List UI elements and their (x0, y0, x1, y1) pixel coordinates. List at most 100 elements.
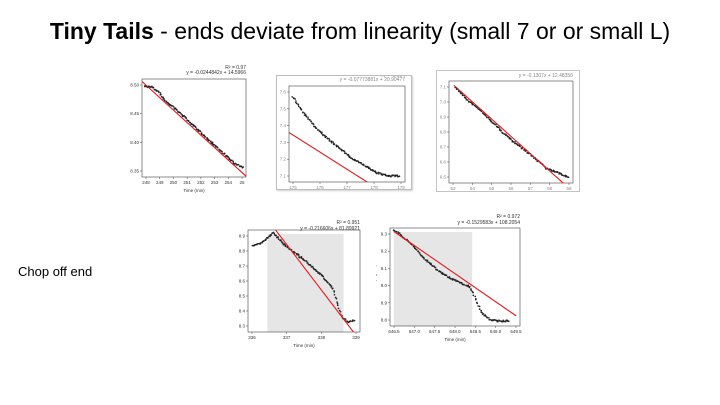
y-tick-label: 9.0 (381, 283, 388, 288)
data-point (305, 115, 308, 118)
data-point (307, 116, 309, 119)
side-note: Chop off end (18, 264, 93, 279)
data-point (422, 256, 425, 259)
data-point (199, 130, 202, 133)
x-tick-label: 54 (470, 186, 476, 191)
y-tick-label: 8.9 (239, 234, 246, 239)
data-point (181, 115, 184, 118)
data-point (336, 304, 339, 307)
data-point (197, 130, 200, 132)
x-tick-label: 337 (283, 335, 291, 340)
data-point (488, 317, 490, 319)
data-point (377, 172, 380, 175)
plot-area (392, 229, 517, 323)
data-point (426, 259, 429, 262)
y-tick-label: 7.4 (280, 123, 287, 128)
data-point (472, 103, 474, 106)
data-point (315, 127, 318, 130)
data-point (352, 319, 354, 321)
r-squared-label: R² = 0.951 (337, 220, 361, 226)
x-tick-label: 254 (225, 180, 233, 185)
data-point (291, 96, 294, 98)
plot-frame (141, 78, 247, 178)
data-point (445, 274, 448, 277)
data-point (484, 114, 487, 117)
plot-area (289, 96, 401, 182)
data-point (353, 319, 356, 322)
data-point (493, 318, 496, 321)
data-point (173, 108, 176, 110)
data-point (228, 158, 231, 161)
data-point (300, 257, 303, 260)
data-point (195, 128, 198, 131)
data-point (183, 115, 185, 118)
y-tick-label: 7.2 (280, 157, 287, 162)
data-point (413, 246, 416, 248)
data-point (337, 145, 339, 148)
fit-line (274, 230, 355, 332)
data-point (313, 268, 316, 271)
data-point (457, 280, 460, 283)
title-bold: Tiny Tails (49, 18, 154, 44)
data-point (297, 254, 300, 256)
data-point (305, 260, 308, 263)
data-point (333, 293, 336, 296)
data-point (555, 171, 558, 173)
data-point (187, 119, 190, 122)
data-point (325, 135, 328, 138)
data-point (398, 232, 401, 234)
data-point (355, 160, 358, 162)
y-tick-label: 8.50 (130, 83, 139, 88)
y-tick-label: 7.1 (440, 85, 447, 90)
x-tick-label: 58 (547, 186, 553, 191)
y-tick-label: 8.8 (381, 318, 388, 323)
x-tick-label: 53 (450, 186, 456, 191)
x-axis-label: Time (min) (183, 188, 205, 193)
fit-line (289, 132, 369, 182)
fit-line (453, 84, 564, 183)
data-point (339, 310, 342, 313)
y-tick-label: 8.40 (130, 140, 139, 145)
x-tick-label: 57 (528, 186, 534, 191)
data-point (150, 85, 153, 88)
y-tick-label: 9.1 (381, 266, 388, 271)
data-point (337, 307, 340, 310)
data-point (298, 256, 301, 259)
data-point (328, 140, 331, 142)
data-point (507, 320, 510, 323)
data-point (347, 153, 350, 156)
data-point (474, 105, 477, 108)
data-point (379, 172, 382, 174)
data-point (211, 141, 214, 144)
shaded-region (267, 234, 344, 332)
data-point (426, 260, 428, 263)
data-point (320, 132, 323, 135)
data-point (310, 266, 313, 268)
data-point (398, 175, 401, 178)
data-point (265, 238, 267, 240)
plot-frame (448, 80, 574, 184)
data-point (396, 174, 399, 177)
data-point (221, 150, 223, 153)
regression-equation: y = -0.1307x + 12.48356 (519, 73, 573, 79)
y-tick-label: 8.7 (239, 264, 246, 269)
data-point (472, 291, 474, 294)
x-tick-label: 249 (156, 180, 164, 185)
data-point (331, 287, 334, 290)
data-point (423, 257, 425, 260)
data-point (302, 111, 304, 114)
data-point (267, 237, 269, 239)
data-point (382, 173, 385, 176)
data-point (468, 285, 471, 288)
data-point (295, 102, 298, 105)
x-tick-label: 647.5 (429, 329, 441, 334)
data-point (277, 236, 279, 239)
data-point (223, 153, 226, 155)
data-point (179, 112, 182, 114)
plot-area (251, 230, 356, 332)
data-point (292, 97, 295, 100)
data-point (553, 171, 556, 173)
y-tick-label: 9.3 (381, 232, 388, 237)
data-point (453, 279, 456, 281)
y-tick-label: 6.8 (440, 130, 447, 135)
